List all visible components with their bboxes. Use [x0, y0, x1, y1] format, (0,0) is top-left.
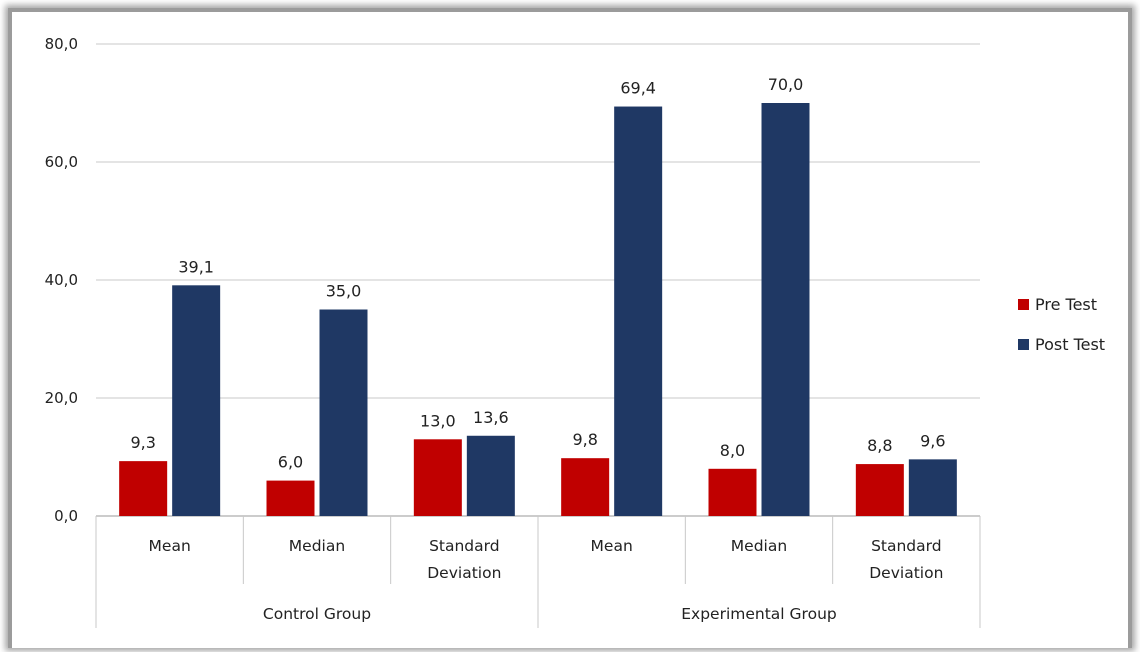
y-tick-label: 0,0	[54, 507, 78, 525]
data-label: 6,0	[278, 453, 303, 472]
chart-frame: 0,0 20,0 40,0 60,0 80,0 9,3 6,0 13,0 9,8 8,0 8,8 39…	[8, 8, 1132, 648]
data-label: 13,6	[473, 408, 509, 427]
legend-swatch-post-test	[1018, 339, 1029, 350]
group-label: Control Group	[263, 605, 371, 623]
data-label: 69,4	[620, 79, 656, 98]
pre-test-bar	[855, 464, 904, 516]
category-label: Deviation	[869, 564, 943, 582]
data-label: 8,8	[867, 436, 892, 455]
pre-test-bar	[561, 458, 610, 516]
category-label: Standard	[429, 537, 500, 555]
data-label: 8,0	[720, 441, 745, 460]
data-label: 9,3	[130, 433, 155, 452]
y-tick-label: 60,0	[45, 153, 78, 171]
pre-test-bar	[266, 480, 315, 516]
category-label: Median	[289, 537, 345, 555]
post-test-bar	[466, 435, 515, 516]
pre-test-bar	[119, 461, 168, 516]
data-label: 9,6	[920, 431, 945, 450]
category-label: Mean	[591, 537, 633, 555]
bar-chart: 0,0 20,0 40,0 60,0 80,0 9,3 6,0 13,0 9,8 8,0 8,8 39…	[45, 35, 1105, 628]
pre-test-bar	[413, 439, 462, 516]
post-test-bar	[761, 103, 810, 516]
post-test-bar	[614, 106, 663, 516]
y-tick-label: 80,0	[45, 35, 78, 53]
data-label: 39,1	[178, 257, 214, 276]
category-label: Mean	[149, 537, 191, 555]
pre-test-bar	[708, 468, 757, 516]
category-label: Deviation	[427, 564, 501, 582]
data-label: 9,8	[572, 430, 597, 449]
y-tick-label: 40,0	[45, 271, 78, 289]
data-label: 13,0	[420, 411, 456, 430]
category-label: Median	[731, 537, 787, 555]
y-tick-label: 20,0	[45, 389, 78, 407]
legend-label: Pre Test	[1035, 295, 1097, 314]
category-label: Standard	[871, 537, 942, 555]
post-test-bar	[319, 309, 368, 516]
data-label: 35,0	[326, 282, 362, 301]
legend-swatch-pre-test	[1018, 299, 1029, 310]
post-test-bar	[908, 459, 957, 516]
data-label: 70,0	[768, 75, 804, 94]
legend-label: Post Test	[1035, 335, 1105, 354]
group-label: Experimental Group	[681, 605, 836, 623]
post-test-bar	[172, 285, 221, 516]
